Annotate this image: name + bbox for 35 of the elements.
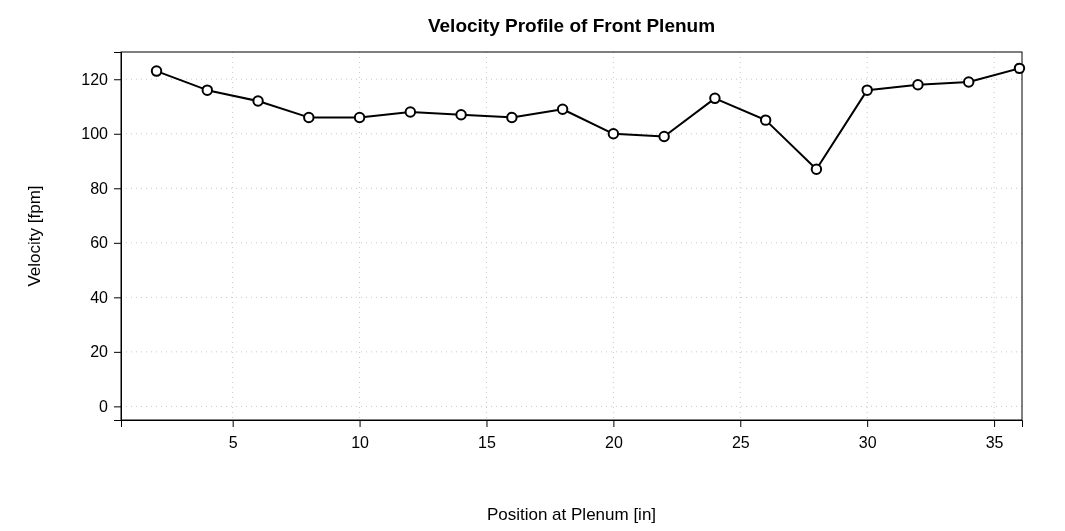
point [658, 130, 670, 143]
point [912, 79, 924, 91]
y-tick-label: 100 [81, 125, 109, 143]
x-tick-label: 25 [731, 434, 750, 452]
y-tick-label: 60 [90, 234, 109, 252]
point [353, 111, 366, 124]
x-tick-label: 5 [228, 434, 238, 452]
x-tick-label: 10 [351, 434, 370, 452]
point [810, 163, 823, 175]
point [759, 114, 772, 126]
y-tick-label: 80 [90, 179, 109, 197]
point [455, 108, 467, 121]
point [506, 111, 518, 124]
point [150, 65, 163, 77]
y-axis-title: Velocity [fpm] [25, 185, 44, 287]
point [1013, 62, 1026, 75]
point [709, 92, 721, 105]
x-tick-label: 35 [985, 434, 1004, 452]
x-tick-label: 20 [604, 434, 623, 452]
x-tick-label: 30 [858, 434, 877, 452]
y-tick-label: 0 [99, 397, 109, 415]
x-tick-label: 15 [478, 434, 496, 452]
point [404, 106, 417, 118]
point [962, 76, 975, 88]
y-tick-label: 40 [90, 288, 109, 306]
point [303, 111, 315, 124]
point [861, 84, 873, 96]
x-axis-title: Position at Plenum [in] [486, 505, 657, 524]
point [556, 103, 569, 115]
y-tick-label: 20 [90, 343, 109, 361]
y-tick-label: 120 [81, 70, 109, 88]
point [252, 95, 264, 107]
point [201, 84, 214, 96]
chart-title: Velocity Profile of Front Plenum [427, 15, 716, 36]
point [607, 128, 620, 140]
